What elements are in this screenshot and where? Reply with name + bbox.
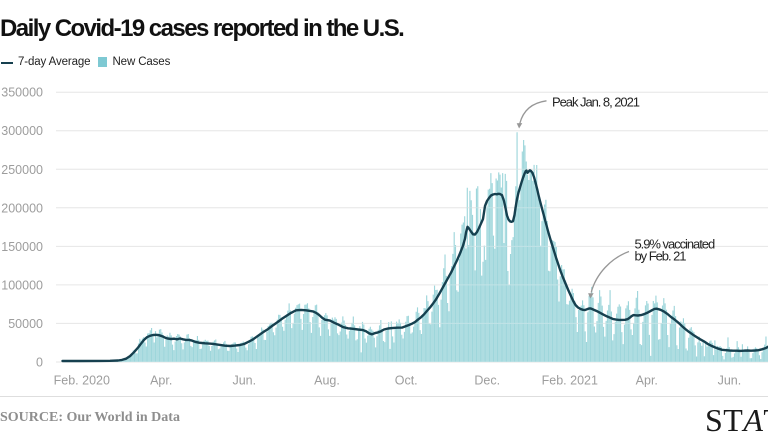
svg-text:Jun.: Jun. xyxy=(232,374,256,388)
svg-text:350000: 350000 xyxy=(1,86,43,100)
svg-text:5.9% vaccinated: 5.9% vaccinated xyxy=(635,237,715,252)
svg-text:Aug.: Aug. xyxy=(314,374,340,388)
svg-text:Dec.: Dec. xyxy=(474,374,500,388)
svg-text:200000: 200000 xyxy=(1,201,43,215)
svg-text:0: 0 xyxy=(36,356,43,370)
svg-text:Apr.: Apr. xyxy=(150,374,172,388)
svg-text:Jun.: Jun. xyxy=(718,374,742,388)
svg-text:Oct.: Oct. xyxy=(395,374,418,388)
svg-text:150000: 150000 xyxy=(1,240,43,254)
svg-text:Peak Jan. 8, 2021: Peak Jan. 8, 2021 xyxy=(552,95,640,110)
svg-text:250000: 250000 xyxy=(1,163,43,177)
svg-text:Apr.: Apr. xyxy=(636,374,658,388)
svg-text:Feb. 2021: Feb. 2021 xyxy=(542,374,598,388)
svg-text:300000: 300000 xyxy=(1,124,43,138)
svg-text:Feb. 2020: Feb. 2020 xyxy=(54,374,110,388)
svg-text:by Feb. 21: by Feb. 21 xyxy=(635,249,687,264)
svg-text:50000: 50000 xyxy=(8,317,43,331)
svg-text:100000: 100000 xyxy=(1,278,43,292)
